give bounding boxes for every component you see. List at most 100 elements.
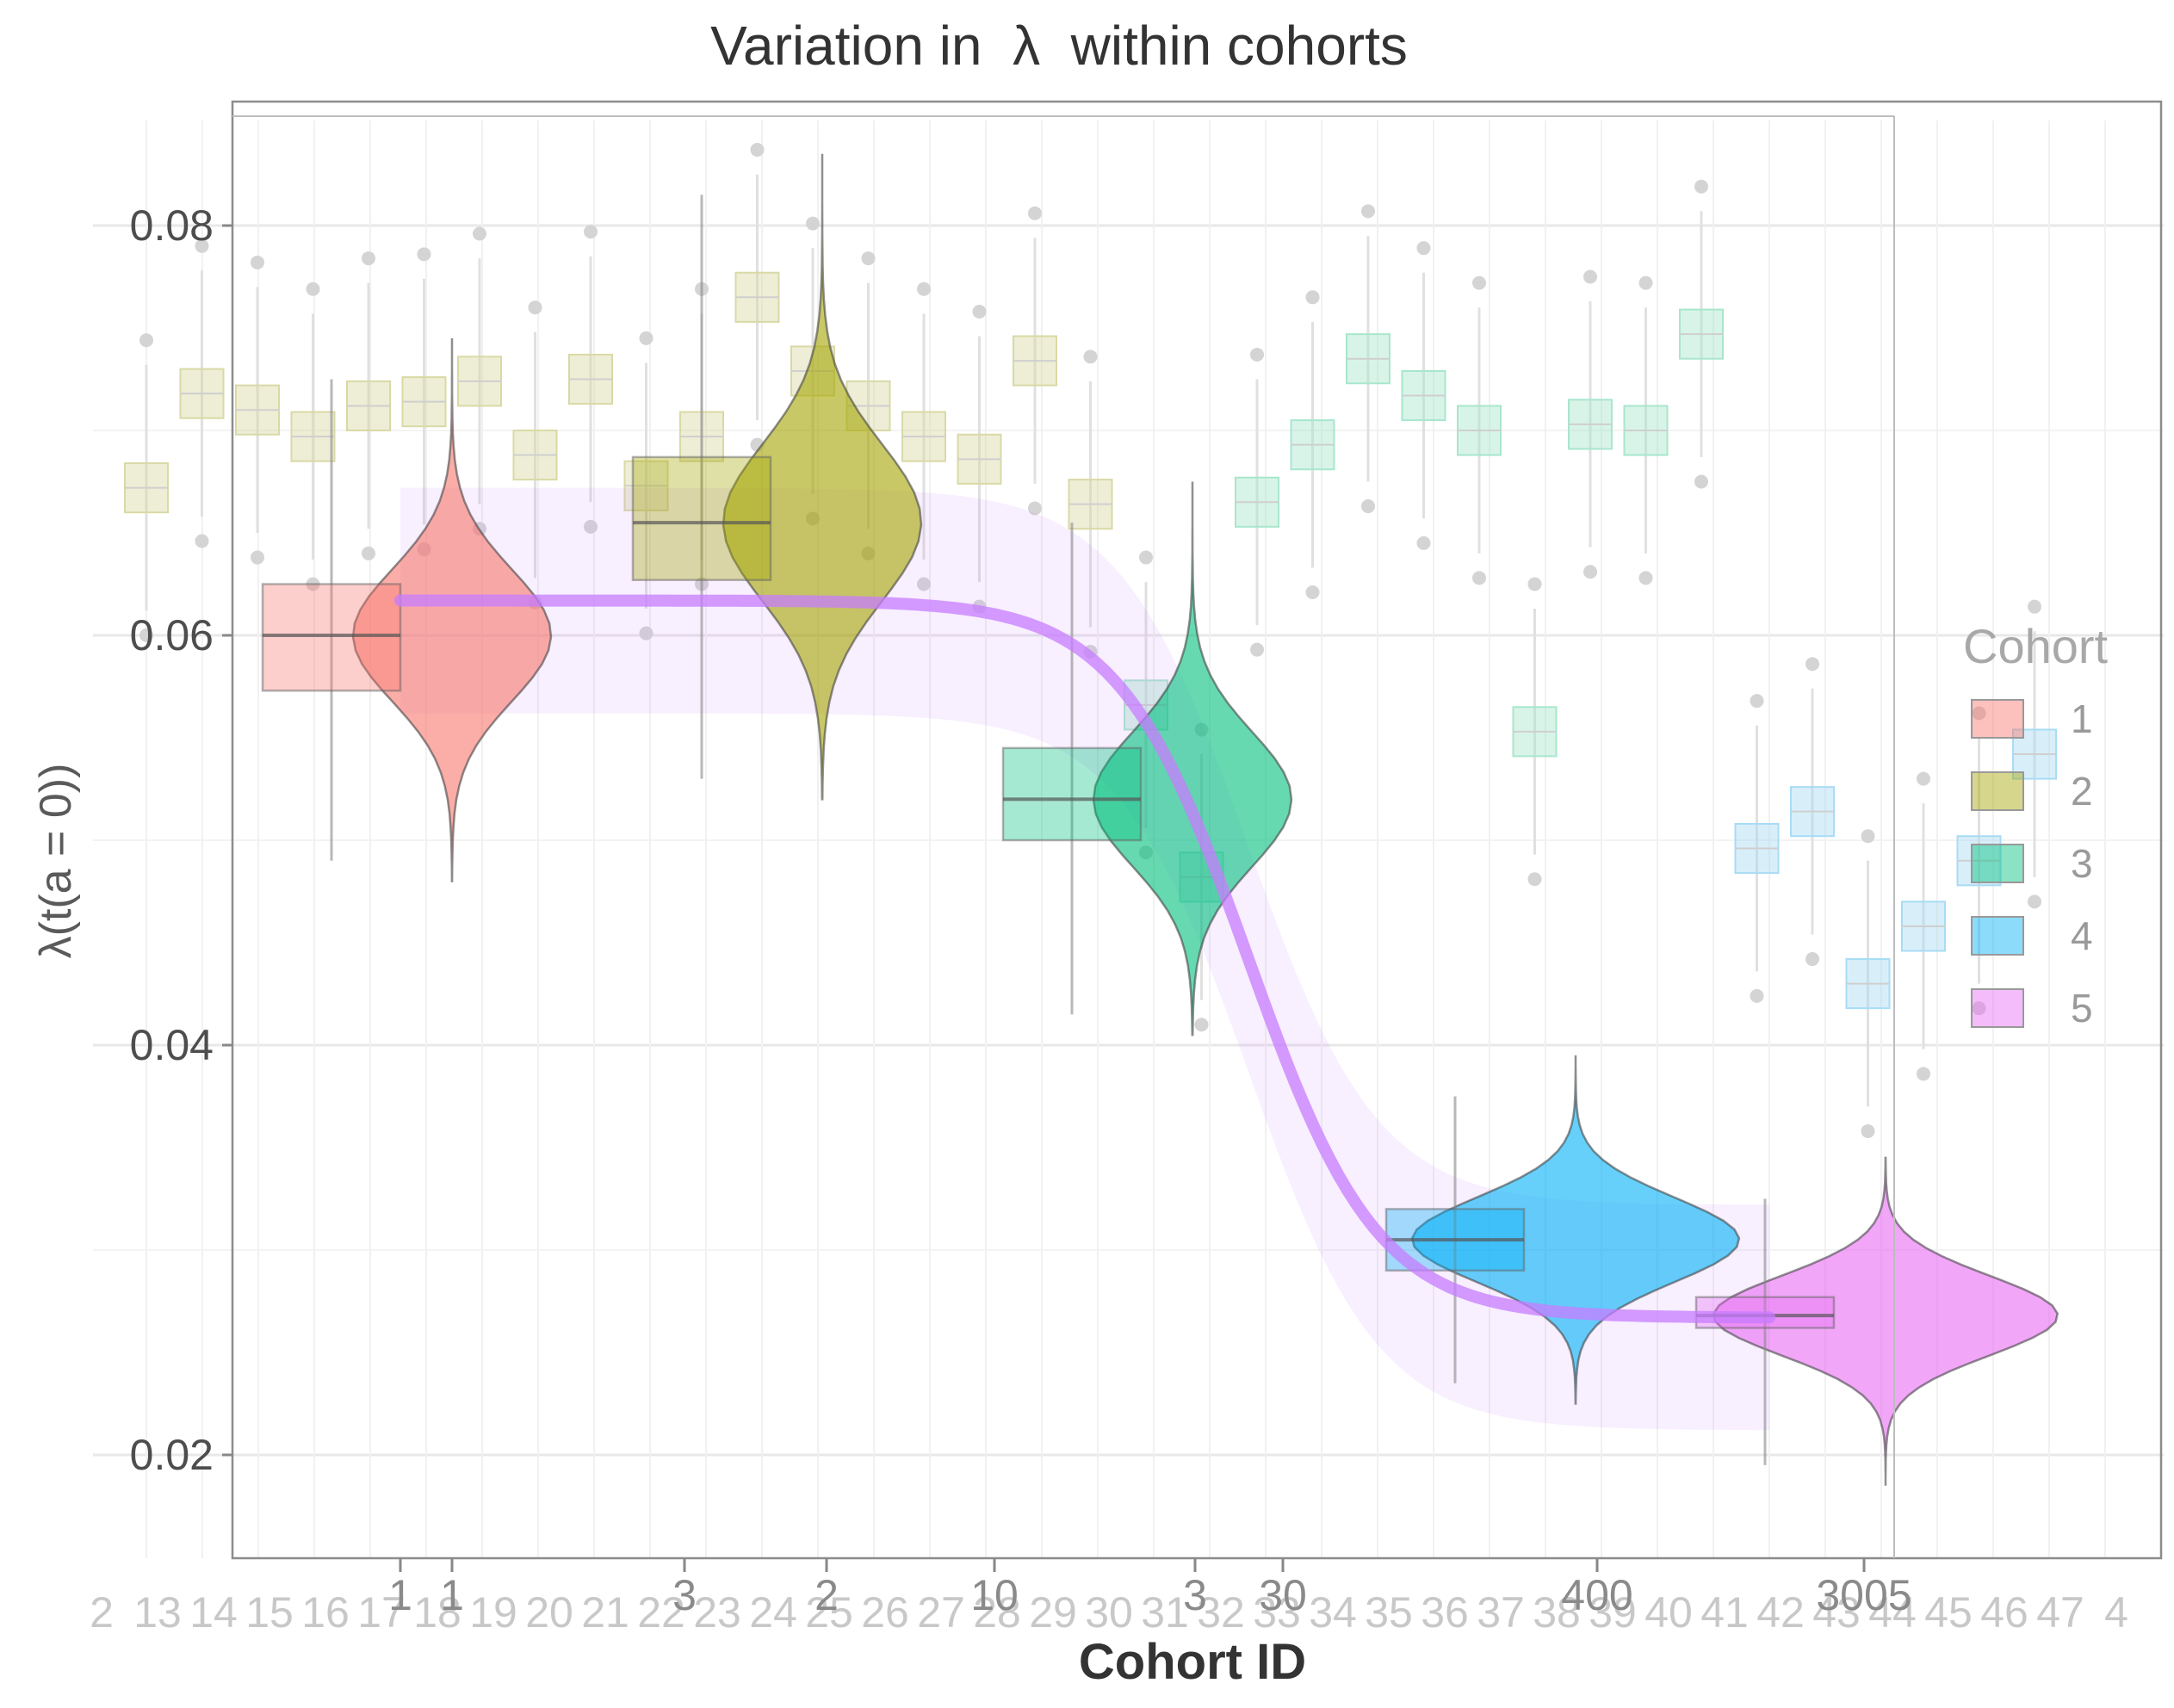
bg-outlier [972,304,987,319]
x-tick-label: 31 [1141,1588,1189,1637]
x-tick-label: 40 [1644,1588,1693,1637]
bg-outlier [1028,501,1042,516]
bg-outlier [1028,206,1042,220]
bg-outlier [1250,642,1264,657]
legend-swatch-1 [1971,699,2024,739]
panel-border [231,100,2163,1560]
x-tick-label: 27 [917,1588,965,1637]
chart-title: Variation in λ within cohorts [710,15,1408,77]
legend-swatch-4 [1971,916,2024,956]
x-tick-label: 18 [413,1588,461,1637]
x-tick-label: 14 [189,1588,238,1637]
bg-outlier [1250,347,1264,362]
bg-outlier [861,251,876,266]
bg-outlier [1472,571,1486,585]
bg-outlier [251,550,264,565]
x-axis: 2 13 14 15 16 17 18 19 20 21 22 23 24 25 26 27 28 29 30 31 3… [90,1558,2128,1637]
bg-outlier [1917,1067,1930,1081]
legend-swatch-2 [1971,771,2024,811]
bg-outlier [2028,894,2041,909]
legend-swatch-3 [1971,844,2024,883]
legend-swatch-5 [1971,988,2024,1028]
legend-title: Cohort [1963,619,2109,673]
bg-outlier [750,142,765,157]
bg-outlier [584,225,598,239]
x-tick-label: 16 [301,1588,350,1637]
bg-outlier [1305,290,1320,305]
bg-outlier [139,333,153,348]
x-tick-label: 34 [1309,1588,1357,1637]
bg-outlier [473,226,486,241]
bg-outlier [251,255,264,269]
bg-outlier [1416,241,1431,256]
x-tick-label: 26 [861,1588,909,1637]
x-tick-label-cohort: 3005 [1816,1571,1911,1619]
bg-outlier [195,238,209,253]
y-axis: 0.02 0.04 0.06 0.08 [130,201,232,1479]
x-tick-label: 37 [1477,1588,1525,1637]
legend-label-5: 5 [2071,986,2093,1030]
x-tick-label: 25 [805,1588,853,1637]
x-tick-label: 29 [1029,1588,1077,1637]
violin-cohort-4 [1410,1055,1741,1405]
bg-outlier [362,251,375,266]
x-tick-label-cohort: 30 [1259,1571,1307,1619]
x-tick-label: 21 [581,1588,629,1637]
bg-outlier [1194,1018,1209,1032]
cohort-violins [351,153,2059,1486]
box-cohort-1 [261,583,402,692]
x-tick-label: 32 [1197,1588,1245,1637]
bg-outlier [1139,550,1153,565]
y-tick-label: 0.08 [130,201,214,250]
x-tick-label-cohort: 1 [440,1571,464,1619]
bg-outlier [1972,706,1986,721]
y-tick-label: 0.04 [130,1021,214,1069]
bg-outlier [806,216,820,231]
legend-label-2: 2 [2071,769,2093,814]
bg-outlier [1805,657,1819,671]
x-tick-label: 17 [357,1588,406,1637]
legend-label-3: 3 [2071,841,2093,886]
x-tick-label-cohort: 2 [814,1571,839,1619]
x-tick-label: 20 [525,1588,573,1637]
bg-outlier [1638,275,1653,290]
x-tick-label: 38 [1533,1588,1581,1637]
bg-outlier [1472,275,1486,290]
bg-outlier [1583,565,1597,579]
cohort-boxes [261,195,1836,1465]
x-tick-label-cohort: 3 [1183,1571,1207,1619]
legend-label-1: 1 [2071,696,2093,741]
bg-outlier [1861,829,1875,844]
bg-outlier [1861,1123,1875,1138]
x-tick-label: 36 [1421,1588,1469,1637]
x-tick-label-cohort: 1 [388,1571,412,1619]
trend-confidence-band [400,487,1769,1431]
x-tick-label: 28 [973,1588,1021,1637]
bg-outlier [1361,499,1375,514]
bg-outlier [417,247,431,262]
x-tick-label: 30 [1085,1588,1133,1637]
x-axis-title: Cohort ID [1079,1634,1306,1690]
x-tick-label: 35 [1365,1588,1413,1637]
x-tick-label: 13 [133,1588,182,1637]
violin-cohort-3 [1092,481,1293,1037]
bg-outlier [1694,179,1708,194]
y-axis-title: λ(t(a = 0)) [31,764,81,959]
bg-outlier [1750,988,1764,1003]
x-tick-label: 45 [1924,1588,1973,1637]
box-cohort-2 [631,455,772,581]
bg-outlier [639,331,653,345]
bg-outlier [1527,577,1542,591]
x-tick-label-cohort: 10 [970,1571,1019,1619]
bg-outlier [1361,204,1375,219]
bg-outlier [2028,599,2041,614]
bg-outlier [195,534,209,548]
bg-outlier [1305,585,1320,600]
x-tick-label: 42 [1756,1588,1805,1637]
violin-cohort-2 [722,153,923,801]
x-tick-label: 2 [90,1588,114,1637]
trend-line [394,594,1775,1324]
x-tick-label: 24 [749,1588,797,1637]
bg-outlier [362,546,375,560]
